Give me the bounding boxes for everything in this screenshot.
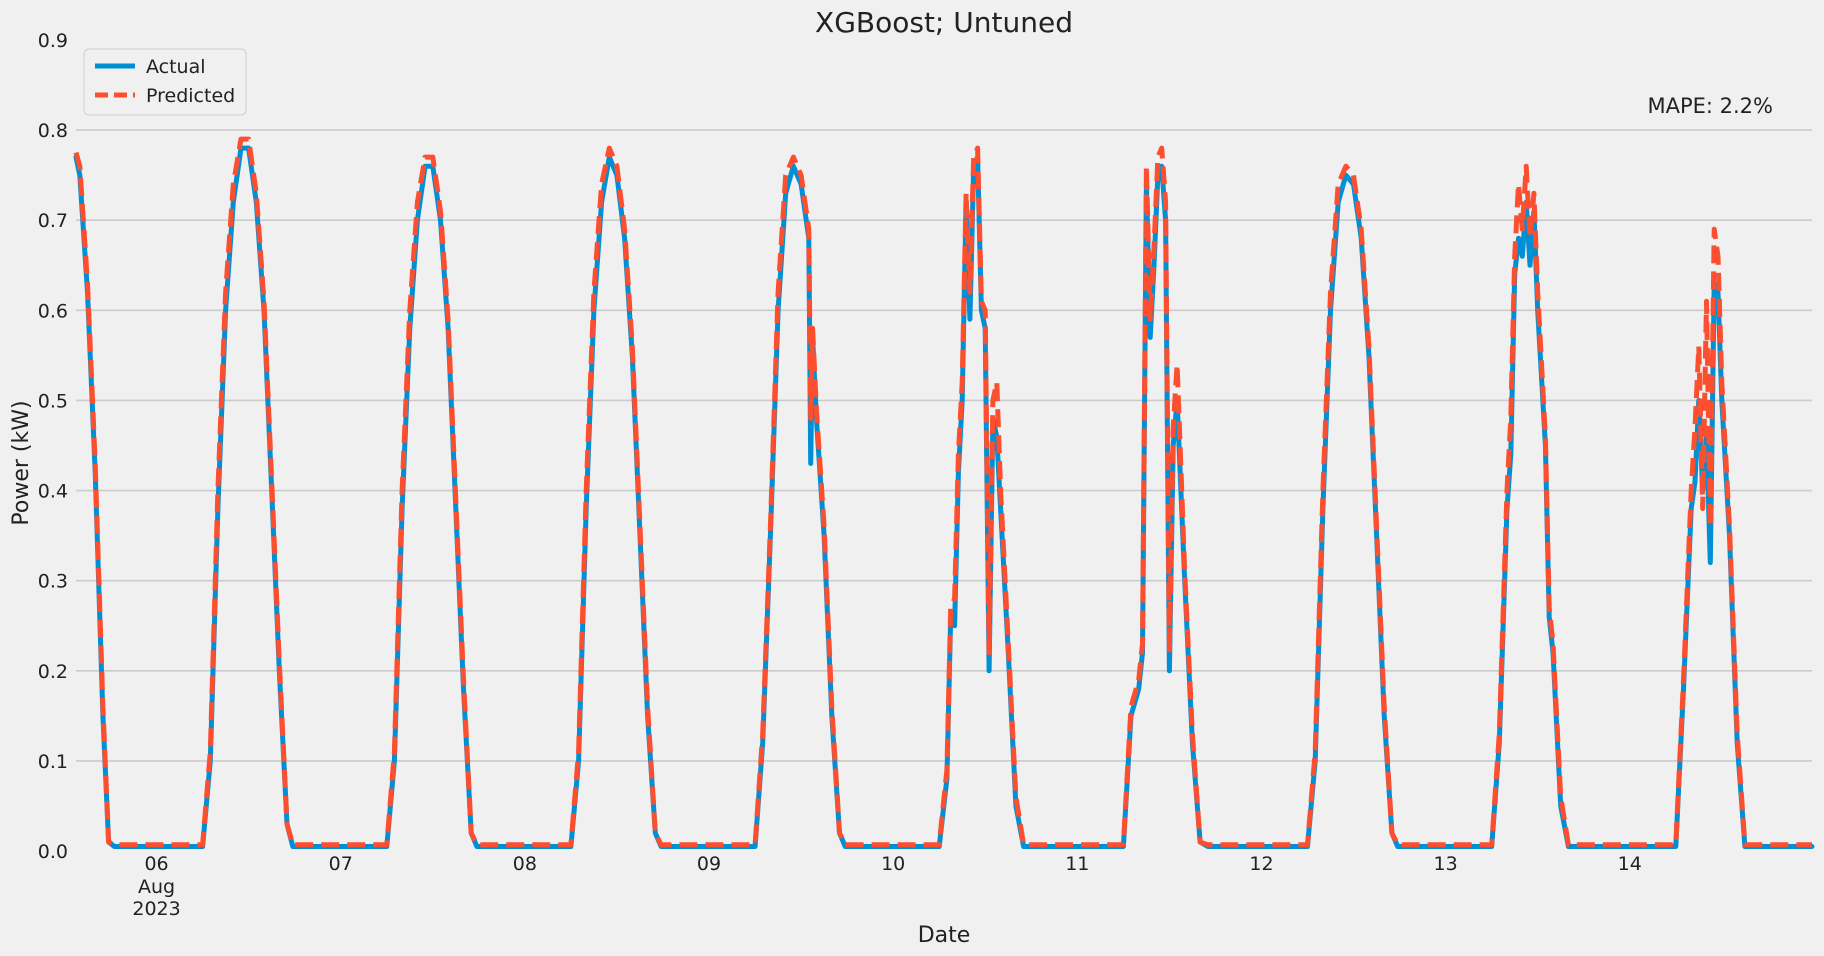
x-tick-label: 09 [697,853,721,875]
y-tick-label: 0.1 [38,751,68,773]
x-tick-sublabel-month: Aug [138,876,175,898]
legend[interactable]: Actual Predicted [83,48,247,116]
series-actual-line [73,145,1815,849]
x-tick-label: 06 [144,853,168,875]
series-lines [73,136,1815,849]
y-tick-label: 0.4 [38,481,68,503]
y-tick-label: 0.7 [38,210,68,232]
x-tick-label: 08 [513,853,537,875]
y-axis-label: Power (kW) [9,400,34,525]
x-tick-label: 14 [1618,853,1642,875]
y-tick-label: 0.8 [38,120,68,142]
grid-lines [76,129,1812,762]
x-tick-label: 12 [1249,853,1273,875]
x-tick-label: 13 [1434,853,1458,875]
x-tick-label: 07 [329,853,353,875]
chart-title: XGBoost; Untuned [815,6,1073,39]
series-predicted-line [73,136,1812,848]
y-tick-label: 0.9 [38,30,68,52]
legend-predicted-label: Predicted [146,85,235,107]
legend-actual-label: Actual [146,56,206,78]
x-tick-sublabel-year: 2023 [132,898,180,920]
x-axis-label: Date [918,923,971,948]
y-tick-label: 0.3 [38,571,68,593]
x-tick-label: 10 [881,853,905,875]
mape-annotation: MAPE: 2.2% [1647,94,1773,118]
y-tick-label: 0.0 [38,841,68,863]
y-tick-label: 0.6 [38,300,68,322]
y-tick-label: 0.2 [38,661,68,683]
y-axis-ticks: 0.0 0.1 0.2 0.3 0.4 0.5 0.6 0.7 0.8 0.9 [38,30,68,863]
x-tick-label: 11 [1065,853,1089,875]
y-tick-label: 0.5 [38,390,68,412]
